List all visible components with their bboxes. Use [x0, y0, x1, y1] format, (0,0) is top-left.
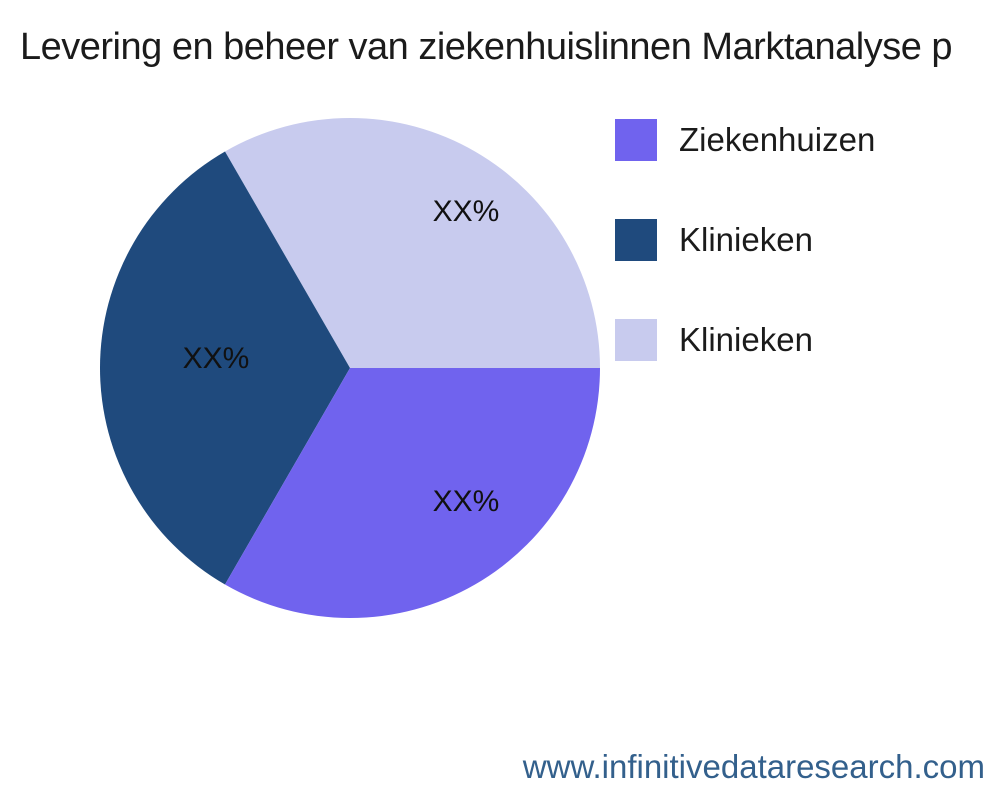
chart-title: Levering en beheer van ziekenhuislinnen …	[20, 26, 953, 68]
legend-swatch-klinieken-dark	[615, 219, 657, 261]
legend-label-klinieken-light: Klinieken	[679, 321, 813, 358]
pie-slice-klinieken-0	[225, 117, 600, 368]
legend-swatch-ziekenhuizen	[615, 119, 657, 161]
legend-item-ziekenhuizen: Ziekenhuizen	[615, 119, 875, 161]
legend: Ziekenhuizen Klinieken Klinieken	[615, 119, 875, 419]
footer-website: www.infinitivedataresearch.com	[522, 748, 985, 785]
pie-slice-klinieken-1	[99, 151, 350, 585]
legend-item-klinieken-light: Klinieken	[615, 319, 875, 361]
pie-chart	[99, 117, 600, 619]
pie-slice-ziekenhuizen-2	[225, 368, 600, 619]
legend-swatch-klinieken-light	[615, 319, 657, 361]
pie-slice-label-klinieken-dark: XX%	[182, 342, 250, 375]
legend-label-ziekenhuizen: Ziekenhuizen	[679, 121, 876, 158]
legend-item-klinieken-dark: Klinieken	[615, 219, 875, 261]
pie-slice-label-ziekenhuizen: XX%	[432, 485, 500, 518]
pie-slice-label-klinieken-light: XX%	[432, 195, 500, 228]
legend-label-klinieken-dark: Klinieken	[679, 221, 813, 258]
